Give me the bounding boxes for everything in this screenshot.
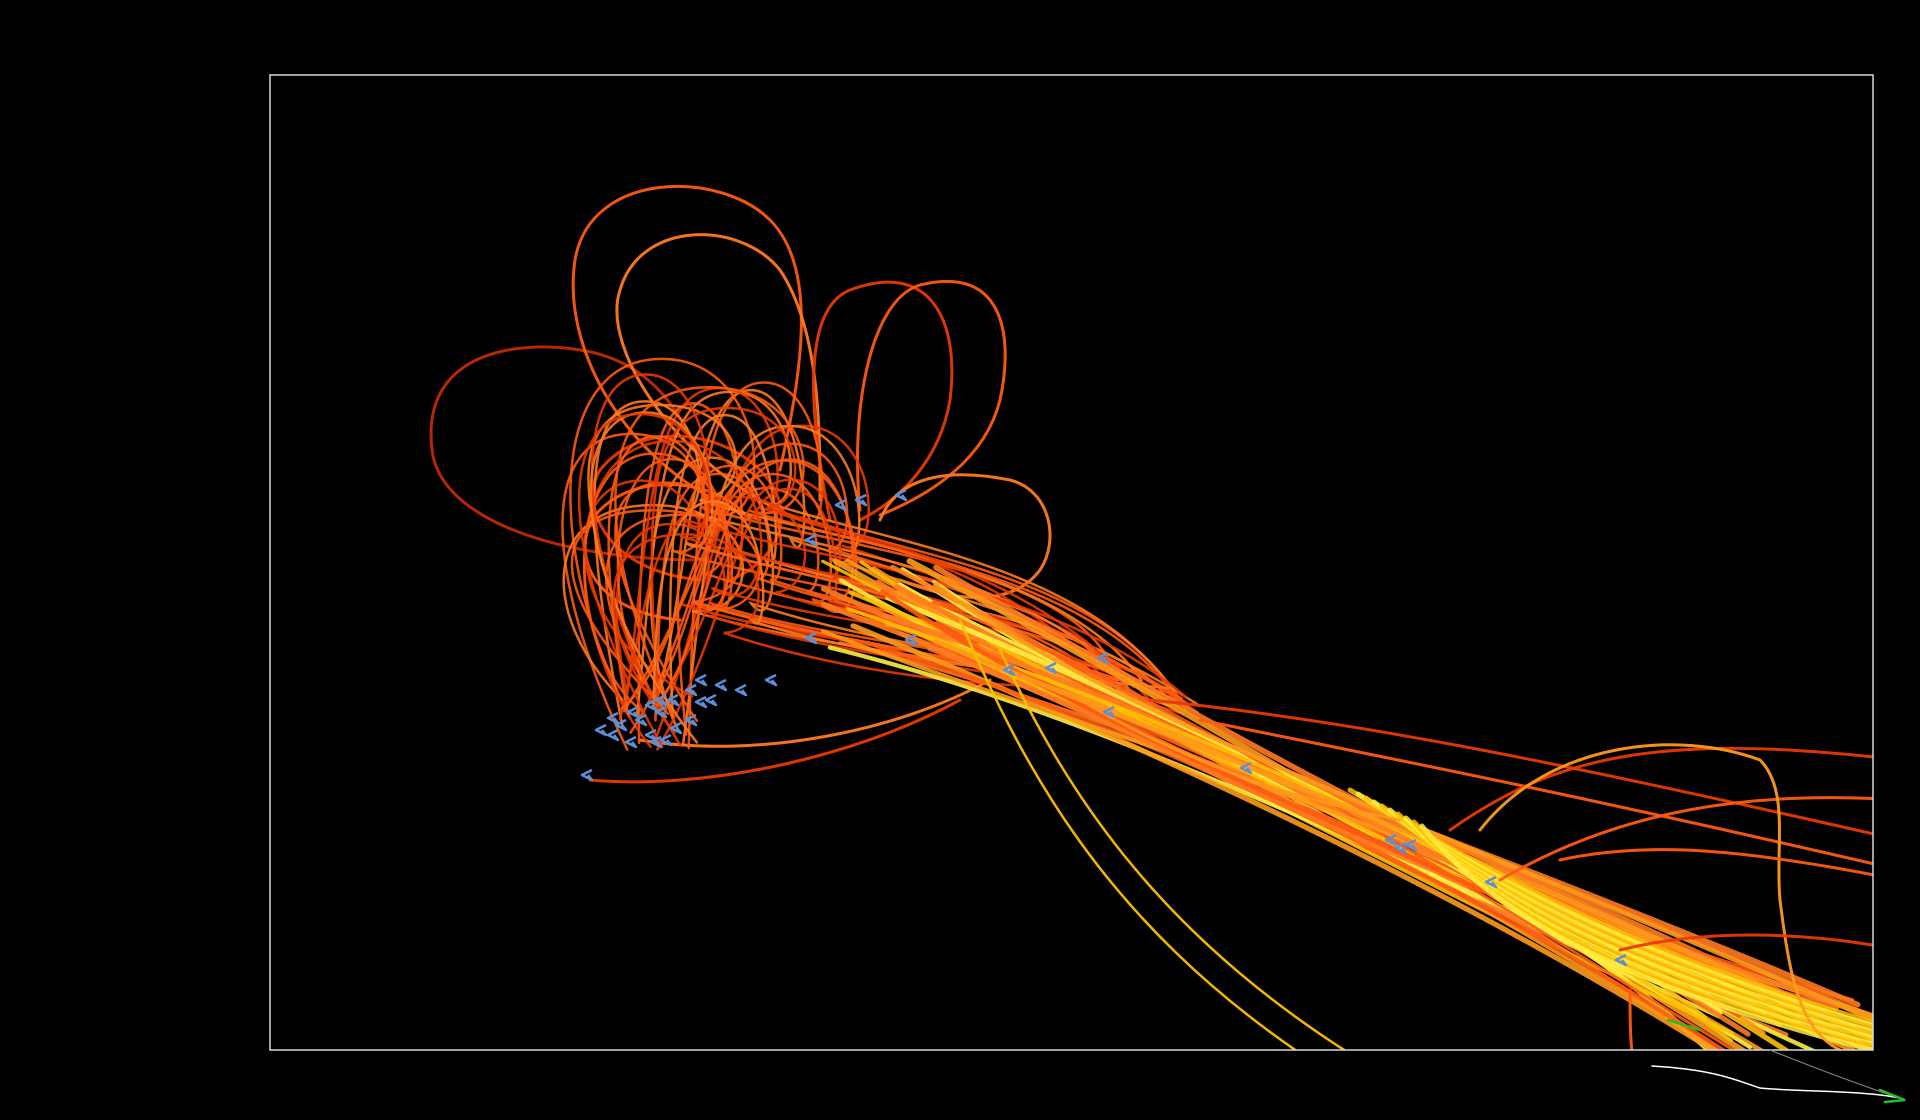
trail-drop bbox=[958, 618, 1298, 1050]
trajectory-marker bbox=[894, 488, 908, 502]
trail-swirl bbox=[650, 406, 1154, 710]
trajectory-marker bbox=[606, 728, 620, 742]
tail-line bbox=[1651, 1065, 1901, 1099]
trail-strand bbox=[1618, 933, 1873, 952]
trajectory-marker bbox=[1484, 875, 1498, 889]
trajectory-marker bbox=[1096, 651, 1110, 665]
trail-strand bbox=[1148, 698, 1873, 836]
trajectory-marker bbox=[614, 718, 628, 732]
trail-swirl bbox=[668, 413, 1170, 722]
trajectory-marker bbox=[1102, 705, 1116, 719]
trajectory-marker bbox=[666, 693, 680, 707]
trail-drop bbox=[1078, 698, 1402, 822]
trail-strand bbox=[1498, 796, 1873, 882]
trajectory-marker bbox=[684, 683, 698, 697]
trajectory-marker bbox=[626, 705, 640, 719]
trajectory-markers bbox=[580, 488, 1628, 967]
trajectory-marker bbox=[714, 678, 728, 692]
trajectory-marker bbox=[694, 695, 708, 709]
trajectory-marker bbox=[606, 711, 620, 725]
trajectory-marker bbox=[704, 693, 718, 707]
trajectory-marker bbox=[854, 493, 868, 507]
trajectory-marker bbox=[804, 533, 818, 547]
trajectory-trails bbox=[429, 184, 1873, 1050]
trajectory-marker bbox=[669, 721, 683, 735]
trail-loop bbox=[588, 698, 962, 784]
trajectory-marker bbox=[1404, 838, 1418, 852]
trajectory-marker bbox=[644, 728, 658, 742]
trajectory-marker bbox=[1614, 953, 1628, 967]
trail-core bbox=[1419, 823, 1873, 1050]
trajectory-marker bbox=[624, 735, 638, 749]
outside-tail bbox=[1651, 1018, 1906, 1104]
trajectory-marker bbox=[1044, 661, 1058, 675]
trajectory-marker bbox=[734, 683, 748, 697]
trail-stream bbox=[933, 638, 1798, 1004]
trajectory-marker bbox=[804, 631, 818, 645]
trajectory-marker bbox=[659, 733, 673, 747]
trajectory-marker bbox=[834, 498, 848, 512]
trail-strand bbox=[1478, 743, 1842, 1050]
trajectory-marker bbox=[649, 735, 663, 749]
endpoint-marker bbox=[1666, 1018, 1702, 1032]
trajectory-marker bbox=[684, 713, 698, 727]
plot-frame bbox=[269, 74, 1874, 1051]
trail-drop bbox=[998, 648, 1347, 1050]
trail-swirl bbox=[577, 412, 1137, 748]
trail-swirl bbox=[623, 386, 1131, 713]
trajectory-marker bbox=[1384, 833, 1398, 847]
trajectory-marker bbox=[1394, 841, 1408, 855]
trajectory-marker bbox=[764, 673, 778, 687]
endpoint-marker bbox=[1878, 1088, 1906, 1104]
trajectory-marker bbox=[654, 705, 668, 719]
trail-loop bbox=[856, 279, 1007, 517]
trail-strand bbox=[1448, 746, 1873, 832]
trajectory-marker bbox=[644, 698, 658, 712]
trail-strand bbox=[1628, 988, 1634, 1050]
trajectory-marker bbox=[654, 693, 668, 707]
trail-loop bbox=[812, 280, 954, 522]
trajectory-marker bbox=[694, 673, 708, 687]
trajectory-marker bbox=[580, 768, 594, 782]
trail-stream bbox=[933, 582, 1873, 1023]
trajectory-marker bbox=[1239, 761, 1253, 775]
trajectory-marker bbox=[1002, 663, 1016, 677]
trajectory-marker bbox=[904, 633, 918, 647]
trajectory-marker bbox=[634, 713, 648, 727]
trajectory-marker bbox=[594, 723, 608, 737]
trail-strand bbox=[1558, 848, 1873, 877]
